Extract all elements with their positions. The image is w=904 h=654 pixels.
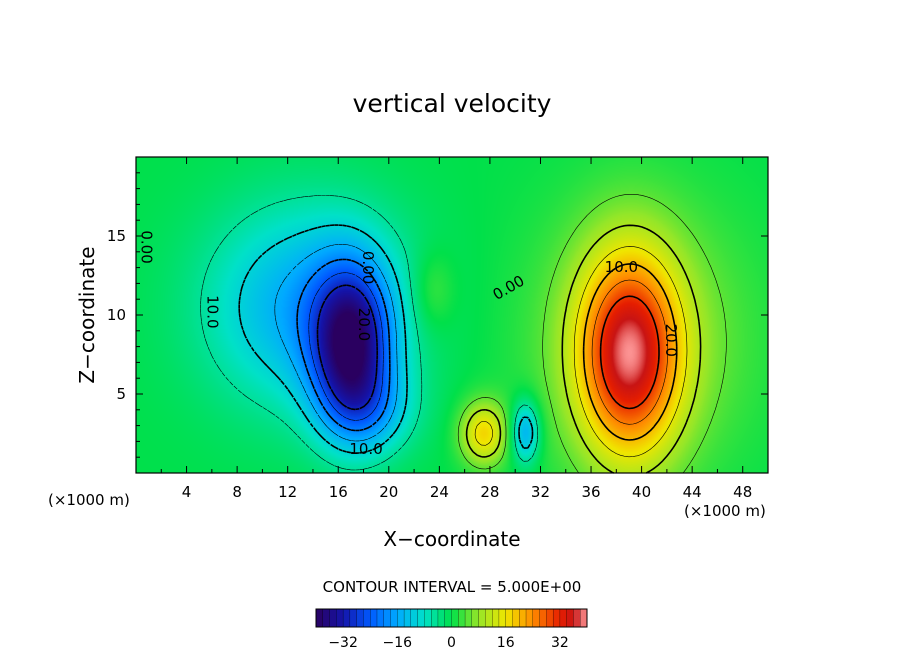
colorbar-cell xyxy=(471,608,480,628)
y-tick-label: 15 xyxy=(107,227,126,245)
colorbar-cell xyxy=(532,608,541,628)
contour-label: 10.0 xyxy=(605,258,638,276)
colorbar-cell xyxy=(397,608,405,628)
colorbar-cell xyxy=(566,608,574,628)
contour-line xyxy=(308,272,384,421)
contour-line xyxy=(465,224,702,474)
colorbar-cell xyxy=(383,608,391,628)
x-unit-right: (×1000 m) xyxy=(684,502,766,520)
colorbar-cell xyxy=(580,608,588,628)
colorbar: −32 −16 0 16 32 xyxy=(315,608,588,651)
x-tick-label: 28 xyxy=(480,483,499,501)
colorbar-cell xyxy=(573,608,581,628)
colorbar-cell xyxy=(356,608,364,628)
colorbar-cell xyxy=(329,608,337,628)
colorbar-cell xyxy=(403,608,412,628)
x-tick-label: 40 xyxy=(632,483,651,501)
contour-lines xyxy=(200,194,727,474)
contour-interval: CONTOUR INTERVAL = 5.000E+00 xyxy=(323,578,582,596)
colorbar-tick-label: −32 xyxy=(328,635,358,651)
contour-line xyxy=(591,279,669,425)
contour-label: 10.0 xyxy=(349,440,382,458)
colorbar-cell xyxy=(505,608,513,628)
colorbar-cells xyxy=(315,608,588,628)
x-tick-label: 4 xyxy=(182,483,192,501)
x-tick-label: 24 xyxy=(430,483,449,501)
colorbar-cell xyxy=(546,608,554,628)
contour-line xyxy=(474,246,688,458)
contour-label: 10.0 xyxy=(203,295,221,328)
colorbar-cell xyxy=(464,608,473,628)
colorbar-cell xyxy=(336,608,344,628)
colorbar-cell xyxy=(491,608,500,628)
colorbar-cell xyxy=(322,608,330,628)
colorbar-cell xyxy=(342,608,351,628)
colorbar-cell xyxy=(437,608,446,628)
contour-label: 0.00 xyxy=(138,230,156,263)
contour-label: 20.0 xyxy=(662,324,680,357)
colorbar-cell xyxy=(458,608,466,628)
colorbar-cell xyxy=(370,608,378,628)
colorbar-tick-label: −16 xyxy=(383,635,413,651)
colorbar-tick-label: 32 xyxy=(551,635,569,651)
contour-line xyxy=(316,284,378,411)
contour-label: 20.0 xyxy=(355,308,373,341)
contour-label: 0.00 xyxy=(359,251,377,284)
colorbar-cell xyxy=(390,608,398,628)
x-axis: 4 8 12 16 20 24 28 32 36 40 44 48 xyxy=(160,157,752,501)
chart-title: vertical velocity xyxy=(353,89,552,118)
colorbar-cell xyxy=(349,608,358,628)
y-axis-title: Z−coordinate xyxy=(75,246,99,383)
colorbar-cell xyxy=(410,608,419,628)
contour-line xyxy=(582,263,678,441)
contour-line xyxy=(296,258,391,432)
x-tick-label: 32 xyxy=(531,483,550,501)
contour-line xyxy=(599,295,660,410)
y-axis: 5 10 15 xyxy=(107,172,768,458)
y-tick-label: 10 xyxy=(107,306,126,324)
contour-line xyxy=(457,194,727,474)
x-tick-label: 8 xyxy=(232,483,242,501)
x-tick-label: 36 xyxy=(581,483,600,501)
colorbar-ticks: −32 −16 0 16 32 xyxy=(328,635,568,651)
colorbar-cell xyxy=(424,608,432,628)
x-tick-label: 16 xyxy=(329,483,348,501)
colorbar-tick-label: 16 xyxy=(497,635,515,651)
contour-line xyxy=(238,224,534,454)
colorbar-cell xyxy=(512,608,520,628)
contour-line xyxy=(274,244,398,442)
colorbar-cell xyxy=(451,608,459,628)
colorbar-cell xyxy=(478,608,486,628)
x-tick-label: 20 xyxy=(379,483,398,501)
x-unit-left: (×1000 m) xyxy=(48,491,130,509)
colorbar-cell xyxy=(315,608,324,628)
colorbar-cell xyxy=(485,608,493,628)
colorbar-cell xyxy=(519,608,527,628)
colorbar-tick-label: 0 xyxy=(447,635,456,651)
colorbar-cell xyxy=(559,608,568,628)
colorbar-cell xyxy=(444,608,452,628)
colorbar-frame xyxy=(315,608,588,628)
x-tick-label: 48 xyxy=(733,483,752,501)
colorbar-cell xyxy=(417,608,425,628)
x-tick-label: 44 xyxy=(683,483,702,501)
colorbar-cell xyxy=(539,608,547,628)
x-axis-title: X−coordinate xyxy=(383,527,520,551)
colorbar-cell xyxy=(498,608,507,628)
y-tick-label: 5 xyxy=(116,385,126,403)
colorbar-cell xyxy=(552,608,561,628)
colorbar-cell xyxy=(431,608,439,628)
colorbar-cell xyxy=(525,608,534,628)
colorbar-cell xyxy=(376,608,385,628)
colorbar-cell xyxy=(363,608,371,628)
x-tick-label: 12 xyxy=(278,483,297,501)
contour-line xyxy=(200,195,538,471)
